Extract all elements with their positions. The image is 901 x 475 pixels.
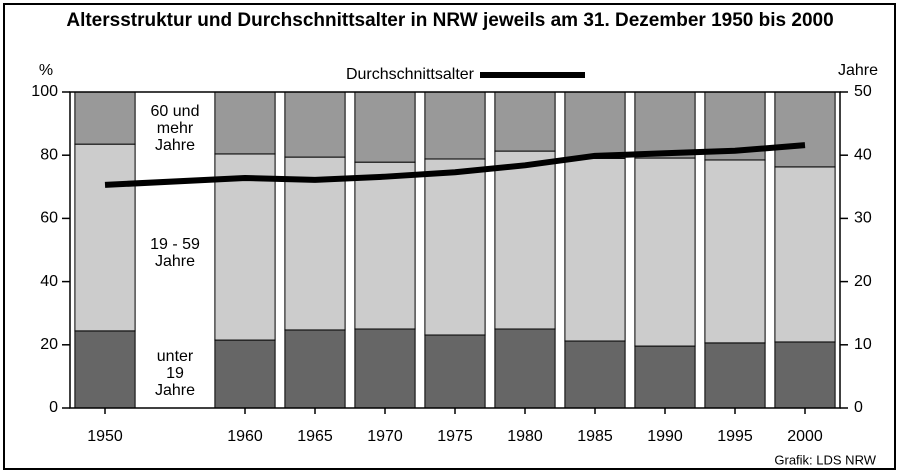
bar-segment [74,91,136,145]
bar-segment [354,91,416,163]
segment-label: unter 19 Jahre [154,348,196,399]
bar-segment [634,157,696,347]
bar-segment [704,342,766,409]
bar-segment [284,329,346,409]
bar-segment [564,91,626,159]
y2-axis-label: Jahre [838,62,878,79]
bar-segment [774,166,836,343]
x-tick-label: 1980 [507,428,543,445]
average-line [104,142,806,188]
y-tick-label: 80 [40,146,58,163]
y-tick-label: 40 [40,273,58,290]
bar-segment [284,91,346,158]
bar-segment [634,91,696,159]
frame [3,3,896,470]
y-tick-label: 60 [40,210,58,227]
bar-segment [284,156,346,331]
bar-segment [354,161,416,330]
bar-segment [494,328,556,409]
y-tick-label: 0 [49,399,58,416]
y-axis-label: % [39,62,53,79]
y2-tick-label: 20 [854,273,872,290]
bar-segment [634,345,696,409]
y2-tick-label: 10 [854,336,872,353]
y-tick-label: 100 [31,83,58,100]
legend-label: Durchschnittsalter [346,66,475,83]
bar-segment [354,328,416,409]
bar-segment [564,157,626,342]
bar-segment [74,143,136,332]
x-tick-label: 1965 [297,428,333,445]
x-tick-label: 1960 [227,428,263,445]
y2-tick-label: 40 [854,146,872,163]
bar-segment [74,330,136,409]
bar-segment [774,91,836,168]
x-tick-label: 1990 [647,428,683,445]
bar-segment [424,334,486,409]
x-tick-label: 1975 [437,428,473,445]
x-tick-label: 1985 [577,428,613,445]
x-tick-label: 1950 [87,428,123,445]
bar-segment [214,339,276,409]
y2-tick-label: 30 [854,210,872,227]
bar-segment [704,159,766,344]
chart-title: Altersstruktur und Durchschnittsalter in… [66,10,834,31]
bar-segment [424,91,486,160]
y2-tick-label: 0 [854,399,863,416]
x-tick-label: 1995 [717,428,753,445]
segment-label: 19 - 59 Jahre [150,236,200,270]
bar-segment [494,91,556,152]
x-tick-label: 2000 [787,428,823,445]
source: Grafik: LDS NRW [774,452,876,467]
y-tick-label: 20 [40,336,58,353]
x-tick-label: 1970 [367,428,403,445]
bar-segment [774,341,836,409]
y2-tick-label: 50 [854,83,872,100]
bar-segment [424,158,486,336]
bar-segment [214,91,276,155]
bar-segment [494,150,556,330]
bar-segment [564,340,626,409]
segment-label: 60 und mehr Jahre [150,103,200,154]
bar-segment [214,153,276,341]
